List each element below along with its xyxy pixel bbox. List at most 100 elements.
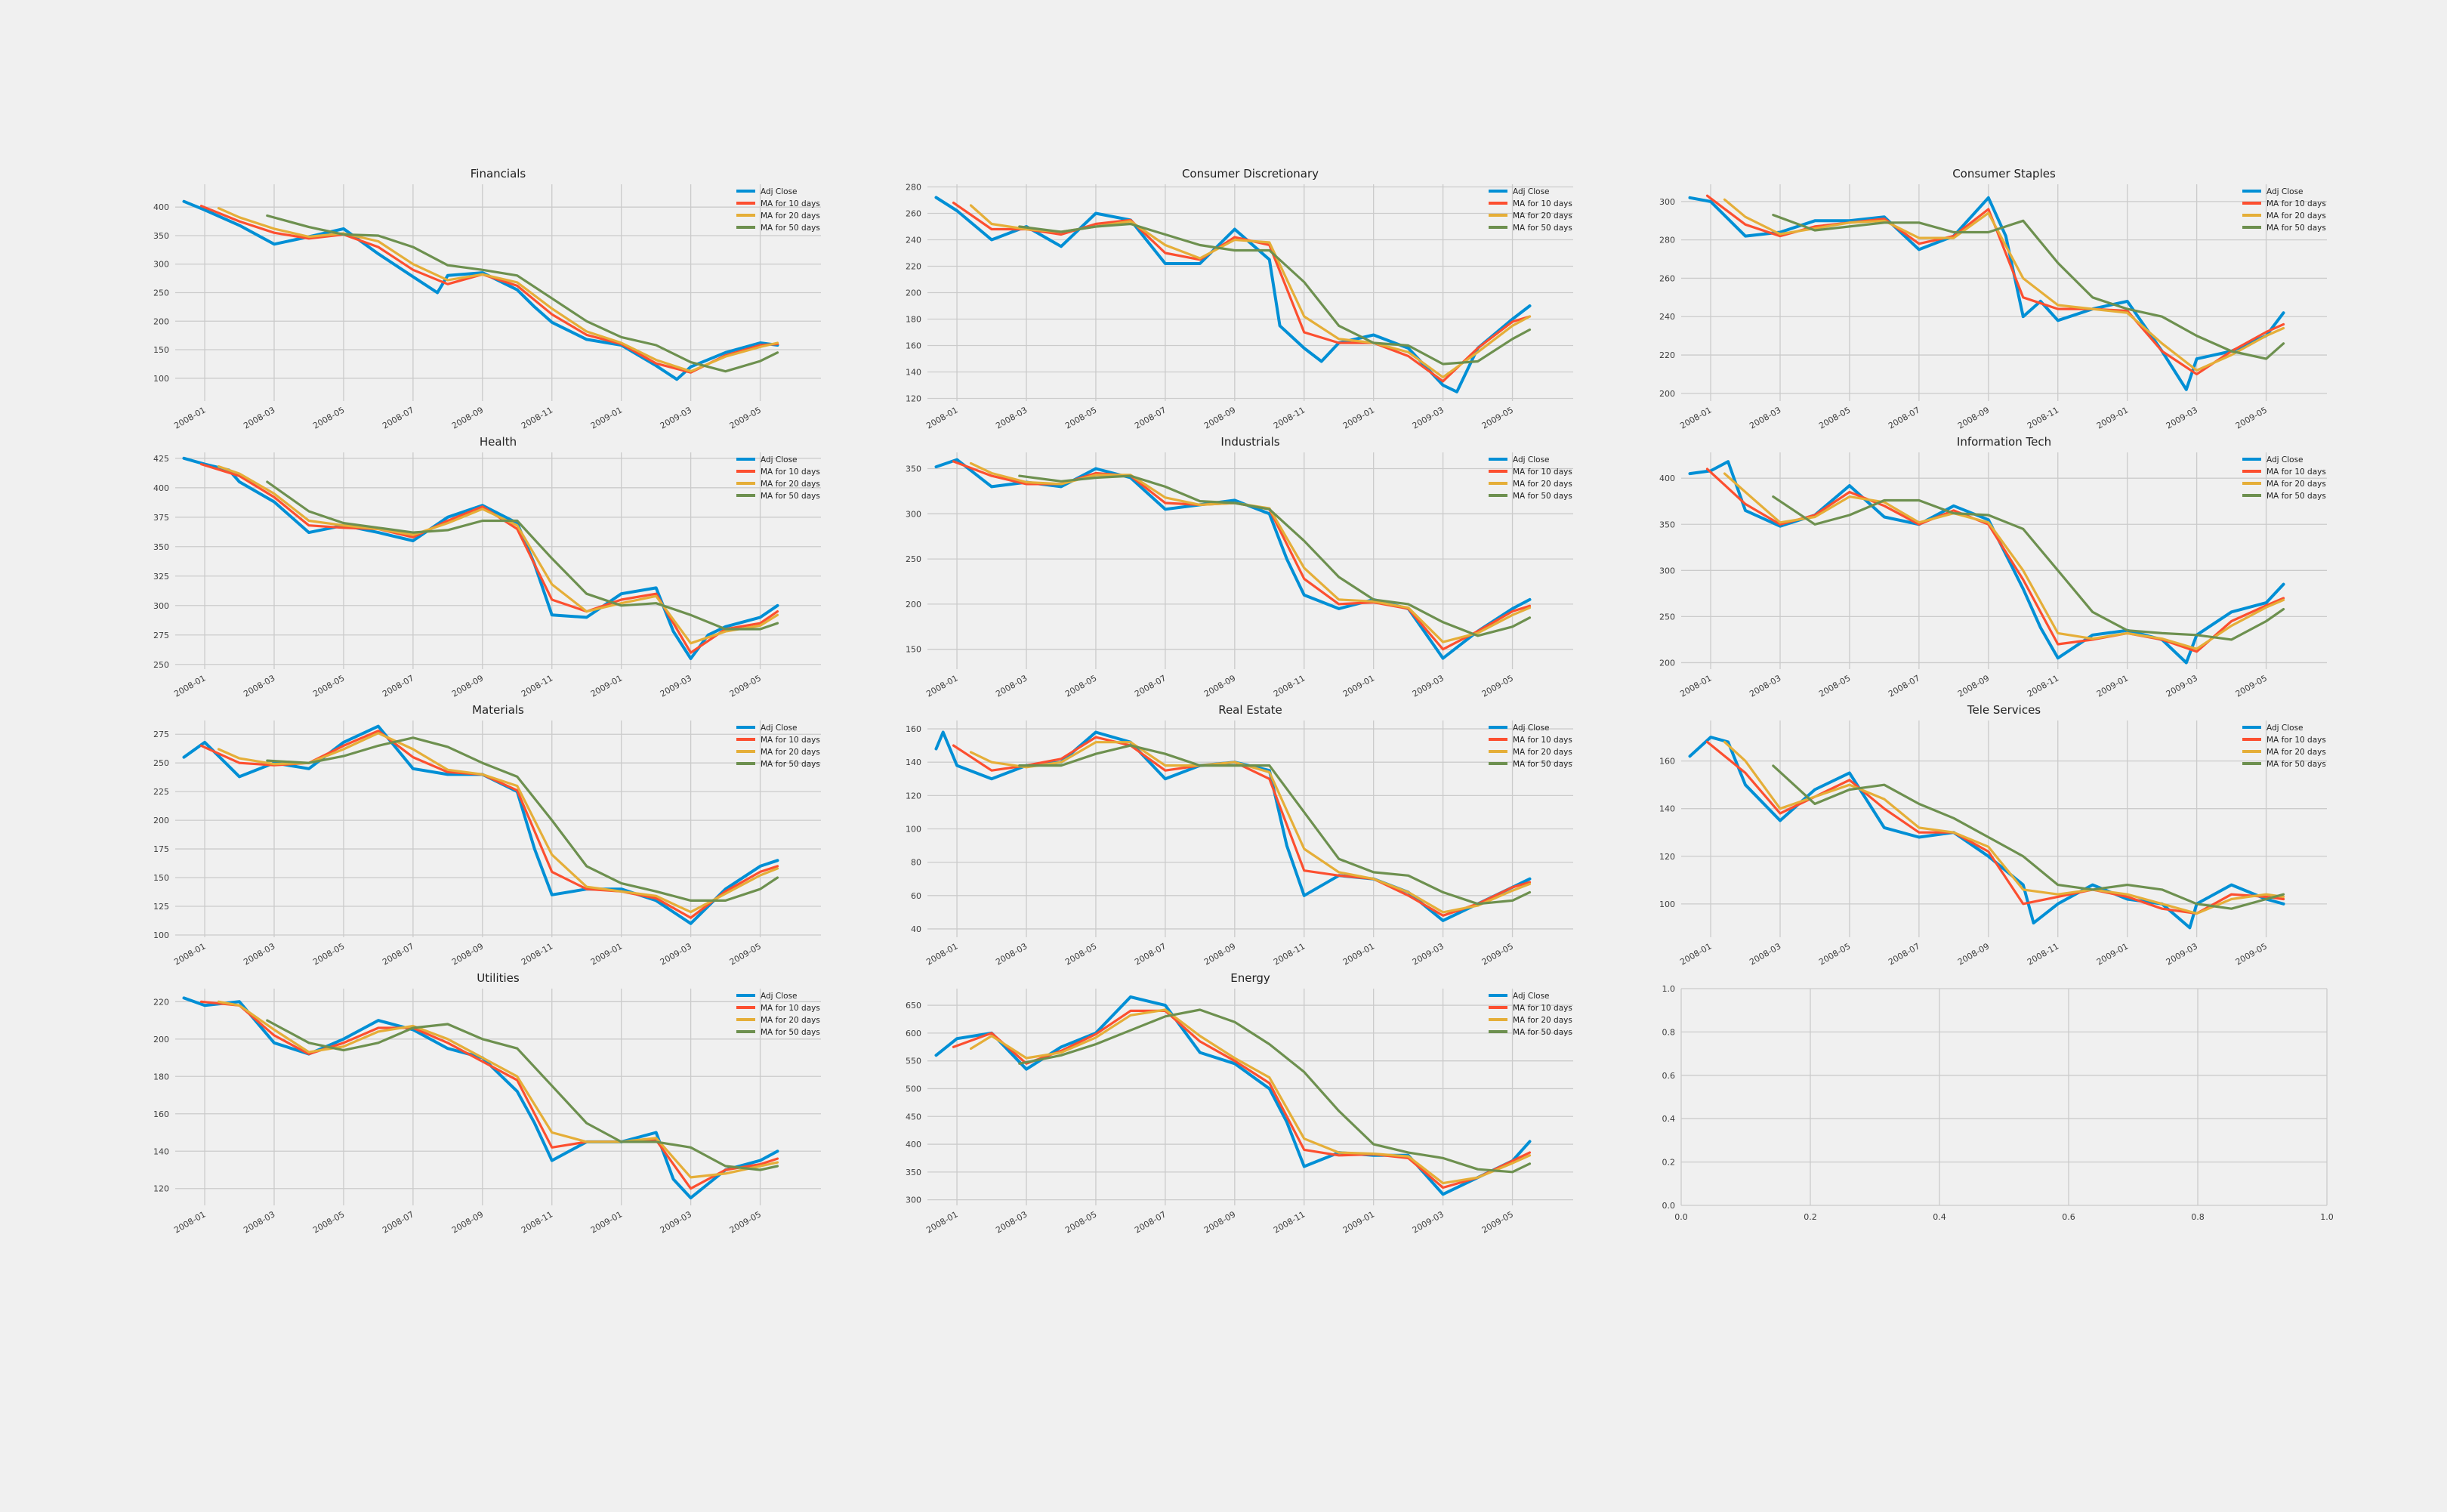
y-tick-label: 125 bbox=[153, 902, 169, 912]
axes-background bbox=[1681, 721, 2327, 937]
legend-label: Adj Close bbox=[1513, 455, 1550, 464]
axes-background bbox=[927, 989, 1573, 1205]
series-line-ma-for-20-days bbox=[217, 465, 779, 645]
legend: Adj Close MA for 10 days MA for 20 days MA … bbox=[736, 455, 820, 501]
legend-label: MA for 10 days bbox=[2266, 199, 2326, 208]
series-line-ma-for-50-days bbox=[1018, 744, 1532, 906]
x-tick-label: 0.0 bbox=[1674, 1212, 1688, 1222]
x-tick-label: 1.0 bbox=[2320, 1212, 2334, 1222]
legend: Adj Close MA for 10 days MA for 20 days MA … bbox=[736, 992, 820, 1037]
y-tick-label: 60 bbox=[911, 891, 921, 901]
series-group bbox=[934, 995, 1532, 1196]
y-tick-label: 300 bbox=[906, 509, 921, 519]
legend: Adj Close MA for 10 days MA for 20 days MA … bbox=[1489, 992, 1572, 1037]
series-line-ma-for-20-days bbox=[969, 1008, 1532, 1185]
series-line-ma-for-50-days bbox=[1772, 214, 2285, 360]
series-line-ma-for-50-days bbox=[266, 1019, 779, 1171]
y-tick-label: 160 bbox=[906, 341, 921, 351]
y-tick-label: 425 bbox=[153, 454, 169, 464]
series-line-ma-for-20-days bbox=[969, 741, 1532, 914]
y-tick-label: 500 bbox=[906, 1084, 921, 1094]
y-tick-label: 0.8 bbox=[1662, 1027, 1676, 1037]
y-tick-label: 120 bbox=[153, 1184, 169, 1194]
axes-background bbox=[927, 452, 1573, 669]
legend: Adj Close MA for 10 days MA for 20 days MA … bbox=[1489, 724, 1572, 769]
subplot-title: Information Tech bbox=[1957, 435, 2051, 449]
y-tick-label: 260 bbox=[906, 209, 921, 219]
axes-background bbox=[175, 989, 821, 1205]
series-group bbox=[934, 730, 1532, 922]
y-tick-label: 140 bbox=[153, 1146, 169, 1156]
legend: Adj Close MA for 10 days MA for 20 days MA … bbox=[2242, 187, 2326, 233]
y-tick-label: 120 bbox=[1659, 852, 1675, 862]
legend-label: MA for 20 days bbox=[761, 748, 820, 757]
subplot-title: Energy bbox=[1230, 971, 1270, 985]
y-tick-label: 175 bbox=[153, 844, 169, 854]
series-group bbox=[182, 456, 779, 660]
series-line-ma-for-10-days bbox=[1705, 467, 2285, 653]
x-tick-label: 0.6 bbox=[2062, 1212, 2075, 1222]
legend-label: Adj Close bbox=[1513, 187, 1550, 196]
y-tick-label: 140 bbox=[906, 368, 921, 378]
y-tick-label: 0.4 bbox=[1662, 1114, 1676, 1124]
y-tick-label: 100 bbox=[1659, 899, 1675, 909]
subplot-title: Industrials bbox=[1220, 435, 1279, 449]
series-group bbox=[1688, 194, 2285, 391]
y-tick-label: 220 bbox=[153, 997, 169, 1007]
y-tick-label: 250 bbox=[153, 758, 169, 768]
y-tick-label: 180 bbox=[906, 315, 921, 325]
y-tick-label: 400 bbox=[906, 1140, 921, 1149]
legend-label: MA for 20 days bbox=[761, 211, 820, 221]
legend-label: MA for 10 days bbox=[761, 199, 820, 208]
legend-label: Adj Close bbox=[2266, 187, 2304, 196]
legend-label: MA for 10 days bbox=[2266, 736, 2326, 745]
y-tick-label: 300 bbox=[153, 601, 169, 611]
x-tick-label: 0.4 bbox=[1933, 1212, 1946, 1222]
subplot-title: Consumer Discretionary bbox=[1182, 167, 1319, 181]
y-tick-label: 325 bbox=[153, 572, 169, 582]
y-tick-label: 375 bbox=[153, 513, 169, 523]
legend-label: MA for 20 days bbox=[1513, 211, 1572, 221]
y-tick-label: 180 bbox=[153, 1072, 169, 1082]
axes-background bbox=[1681, 989, 2327, 1205]
y-tick-label: 220 bbox=[1659, 350, 1675, 360]
series-group bbox=[1688, 736, 2285, 930]
legend-label: MA for 20 days bbox=[2266, 748, 2326, 757]
y-tick-label: 260 bbox=[1659, 273, 1675, 283]
legend-label: MA for 10 days bbox=[2266, 467, 2326, 477]
legend-label: MA for 50 days bbox=[2266, 760, 2326, 769]
series-line-ma-for-50-days bbox=[1018, 1008, 1532, 1174]
series-line-ma-for-50-days bbox=[1018, 222, 1532, 366]
y-tick-label: 0.0 bbox=[1662, 1201, 1676, 1211]
y-tick-label: 140 bbox=[1659, 804, 1675, 814]
y-tick-label: 400 bbox=[1659, 474, 1675, 483]
y-tick-label: 1.0 bbox=[1662, 984, 1676, 994]
subplot-title: Real Estate bbox=[1218, 703, 1282, 717]
y-tick-label: 200 bbox=[153, 1035, 169, 1045]
y-tick-label: 120 bbox=[906, 791, 921, 801]
legend-label: Adj Close bbox=[1513, 992, 1550, 1001]
y-tick-label: 400 bbox=[153, 483, 169, 493]
y-tick-label: 350 bbox=[1659, 520, 1675, 529]
legend-label: MA for 50 days bbox=[761, 1028, 820, 1037]
y-tick-label: 240 bbox=[906, 236, 921, 245]
series-line-ma-for-50-days bbox=[266, 736, 779, 903]
y-tick-label: 0.2 bbox=[1662, 1158, 1676, 1168]
legend-label: MA for 10 days bbox=[1513, 1004, 1572, 1013]
series-line-ma-for-50-days bbox=[266, 480, 779, 631]
y-tick-label: 160 bbox=[153, 1109, 169, 1119]
y-tick-label: 220 bbox=[906, 262, 921, 272]
legend-label: MA for 50 days bbox=[761, 224, 820, 233]
y-tick-label: 300 bbox=[1659, 197, 1675, 207]
series-line-ma-for-20-days bbox=[217, 1000, 779, 1179]
y-tick-label: 160 bbox=[906, 724, 921, 734]
subplot-11: 0.0 0.2 0.4 0.6 0.8 1.0 0.0 0.2 0.4 0.6 0.8 1.0 bbox=[1662, 984, 2334, 1222]
y-tick-label: 120 bbox=[906, 394, 921, 404]
y-tick-label: 550 bbox=[906, 1057, 921, 1066]
